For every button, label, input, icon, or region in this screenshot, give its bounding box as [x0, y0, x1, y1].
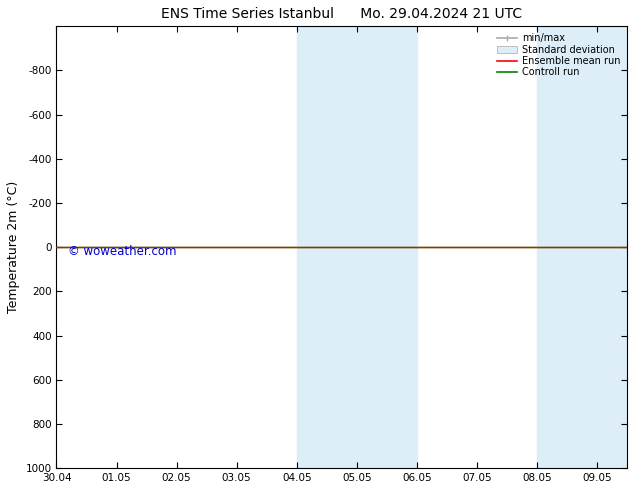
Text: © woweather.com: © woweather.com: [68, 245, 176, 258]
Bar: [537, 26, 597, 468]
Bar: [297, 26, 357, 468]
Bar: [597, 26, 627, 468]
Title: ENS Time Series Istanbul      Mo. 29.04.2024 21 UTC: ENS Time Series Istanbul Mo. 29.04.2024 …: [161, 7, 522, 21]
Bar: [357, 26, 417, 468]
Legend: min/max, Standard deviation, Ensemble mean run, Controll run: min/max, Standard deviation, Ensemble me…: [496, 31, 622, 79]
Y-axis label: Temperature 2m (°C): Temperature 2m (°C): [7, 181, 20, 314]
